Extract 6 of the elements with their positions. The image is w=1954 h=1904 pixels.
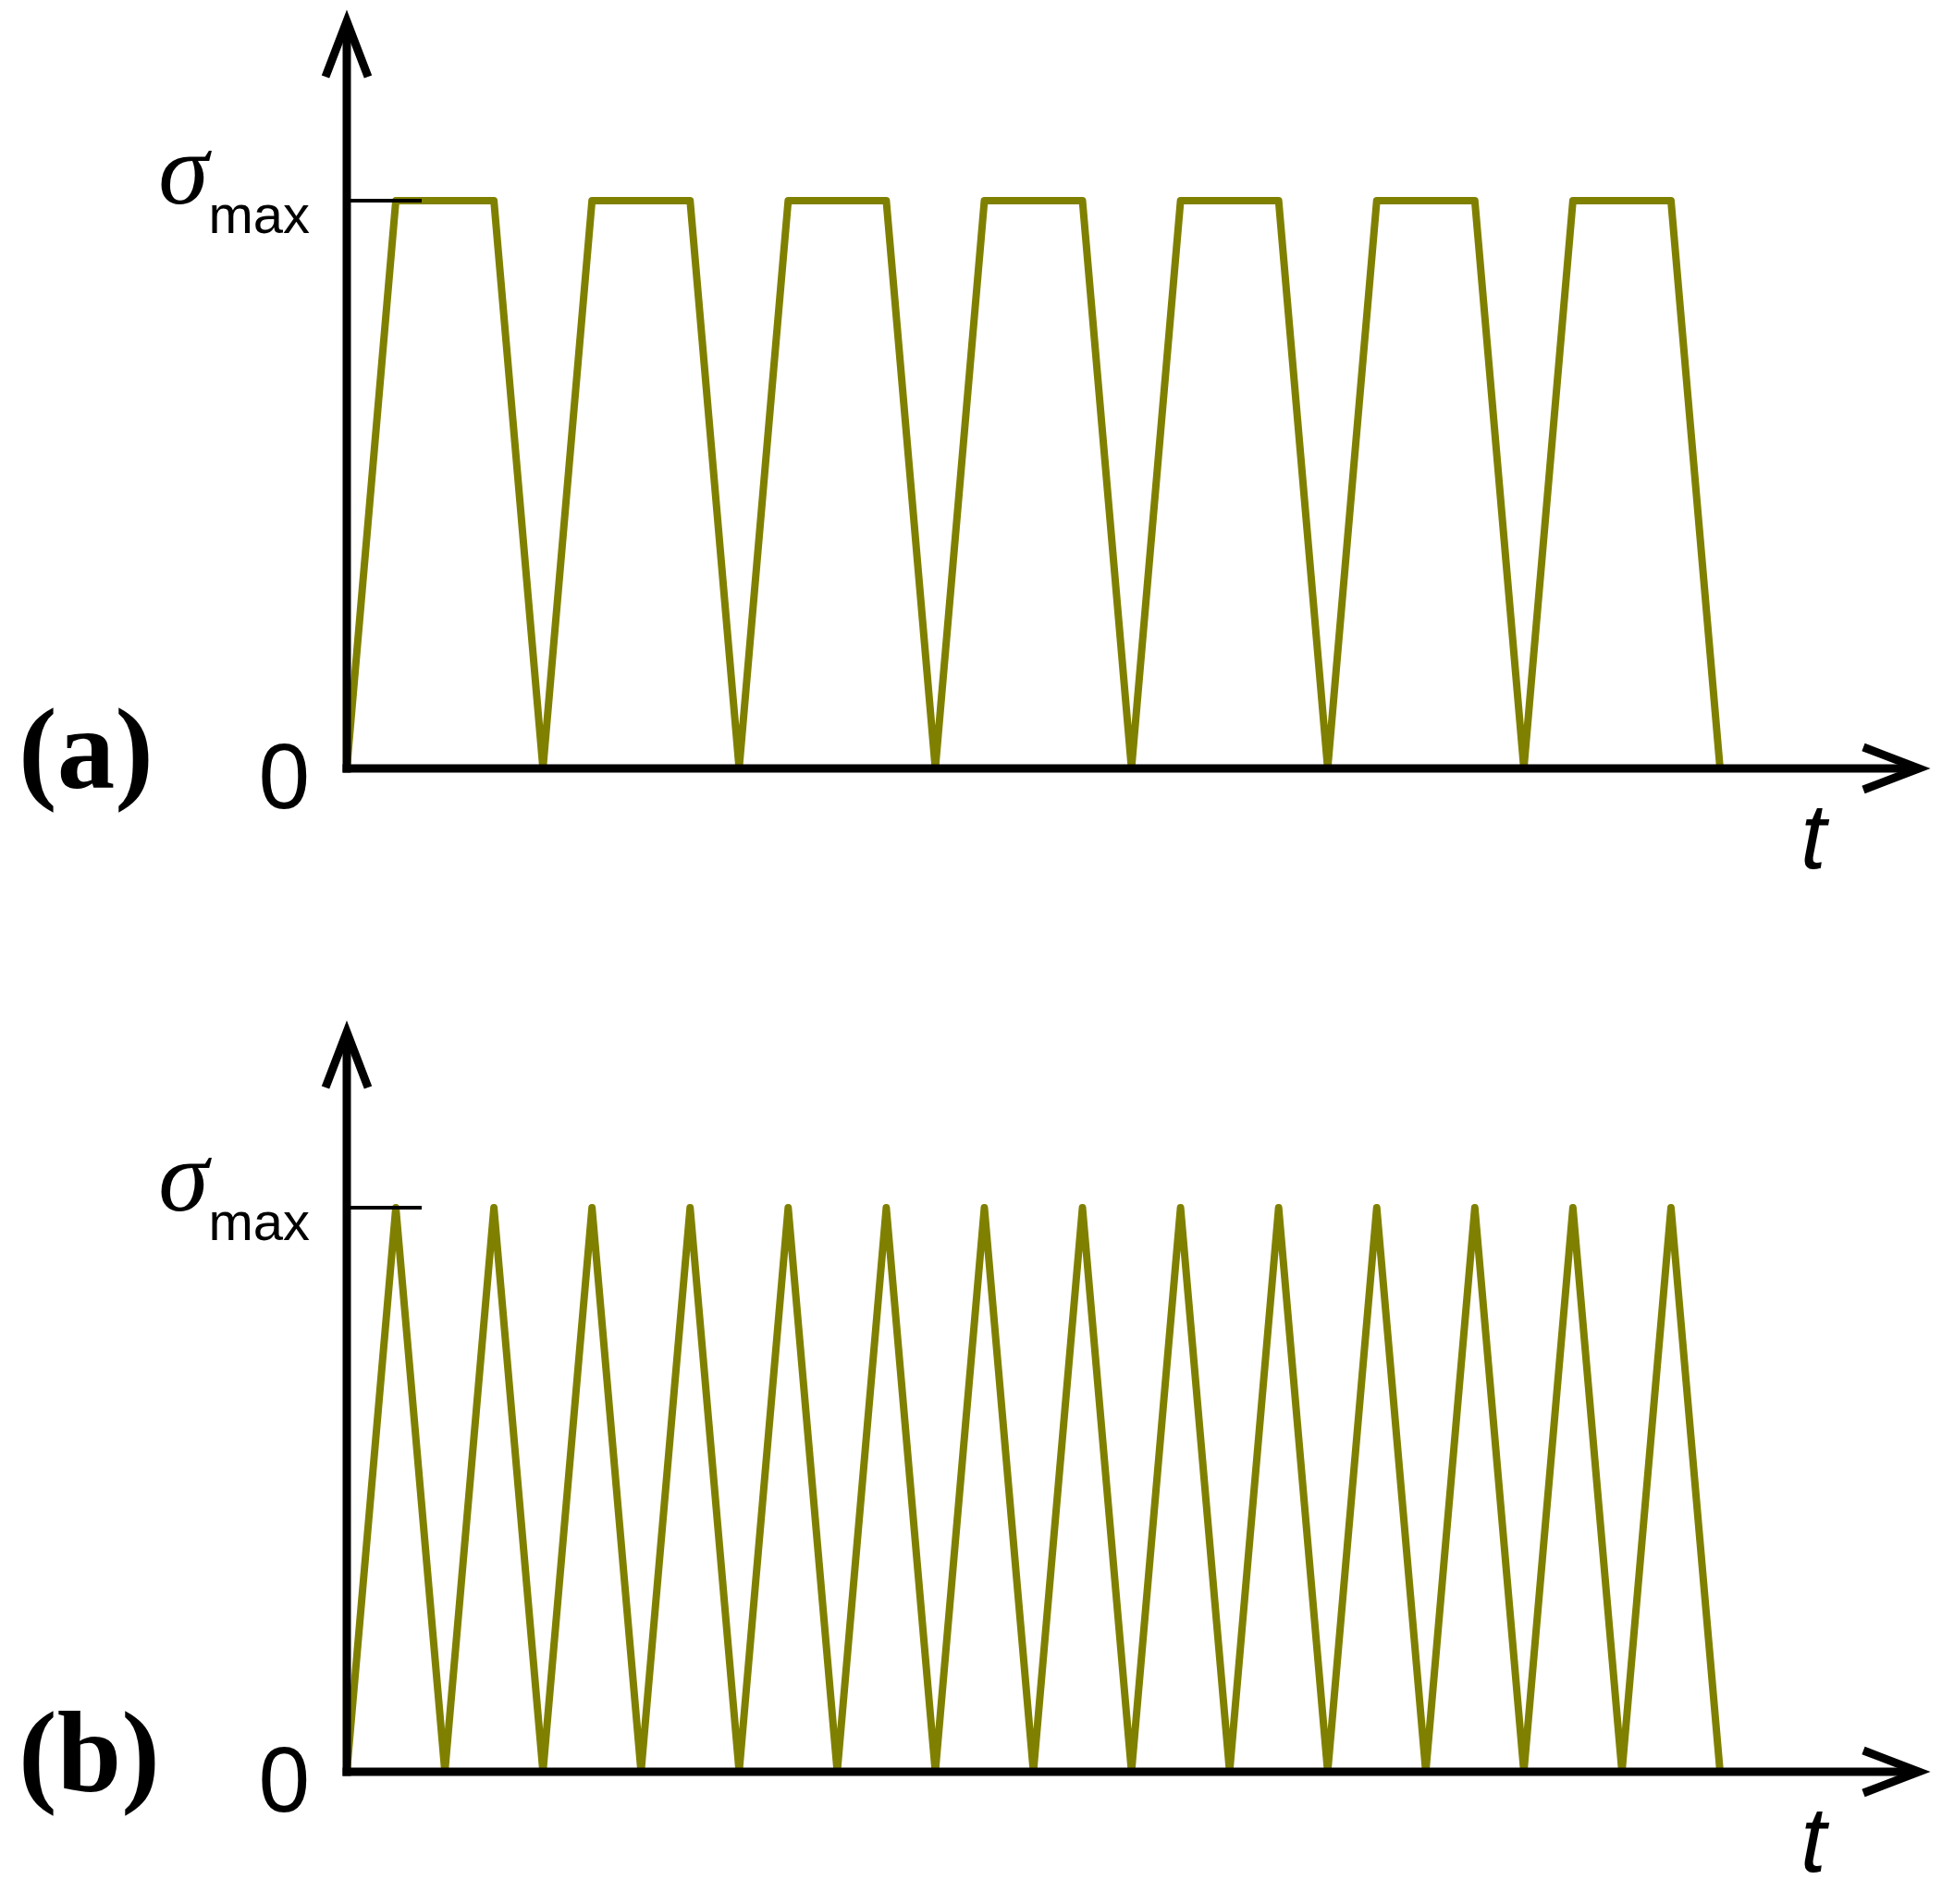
text: (b): [18, 1689, 160, 1816]
text: 0: [258, 724, 311, 828]
x-axis-title: t: [1800, 1787, 1831, 1891]
x-axis-title: t: [1800, 784, 1831, 888]
text: 0: [258, 1727, 311, 1831]
text: (a): [18, 685, 154, 813]
